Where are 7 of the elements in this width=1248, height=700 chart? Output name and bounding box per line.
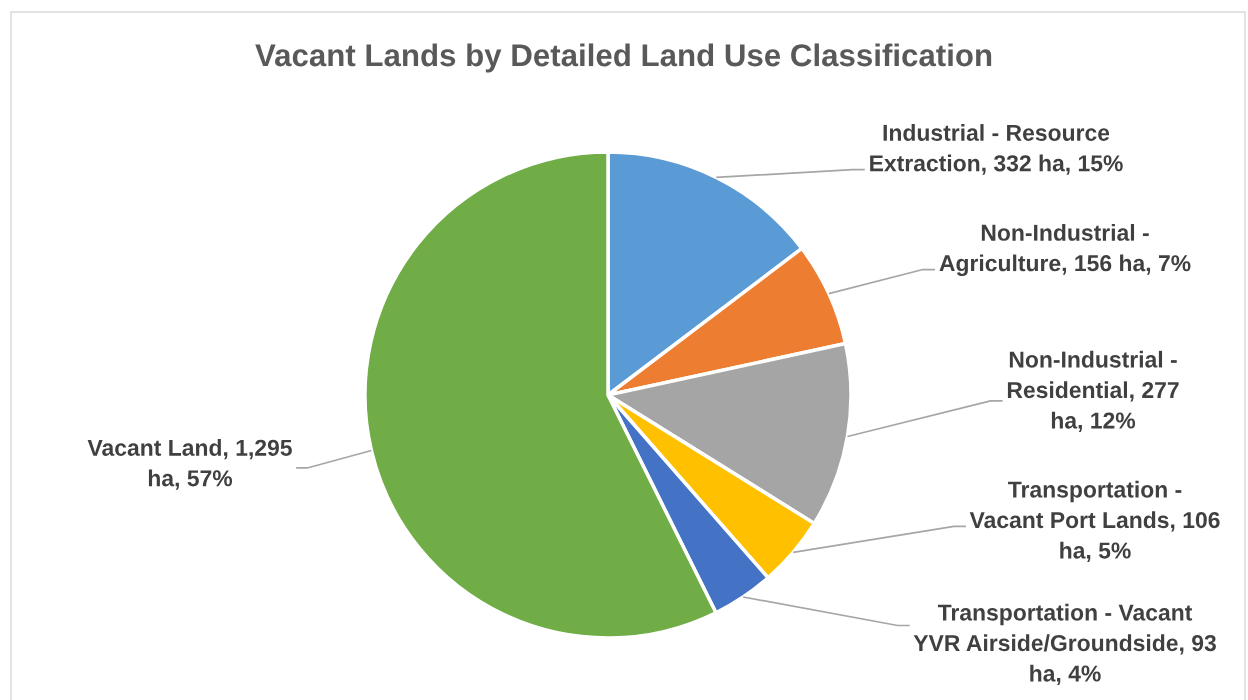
slice-label: Industrial - Resource Extraction, 332 ha, 15% xyxy=(870,124,1123,175)
chart-title: Vacant Lands by Detailed Land Use Classification xyxy=(255,43,992,73)
slice-label: Non-Industrial - Residential, 277 ha, 12% xyxy=(1007,350,1179,432)
slice-label: Transportation - Vacant YVR Airside/Groundside, 93 ha, 4% xyxy=(913,603,1216,685)
slice-label: Vacant Land, 1,295 ha, 57% xyxy=(87,439,292,490)
slice-label: Transportation - Vacant Port Lands, 106 ha, 5% xyxy=(969,480,1220,562)
slice-label: Non-Industrial - Agriculture, 156 ha, 7% xyxy=(939,224,1191,276)
